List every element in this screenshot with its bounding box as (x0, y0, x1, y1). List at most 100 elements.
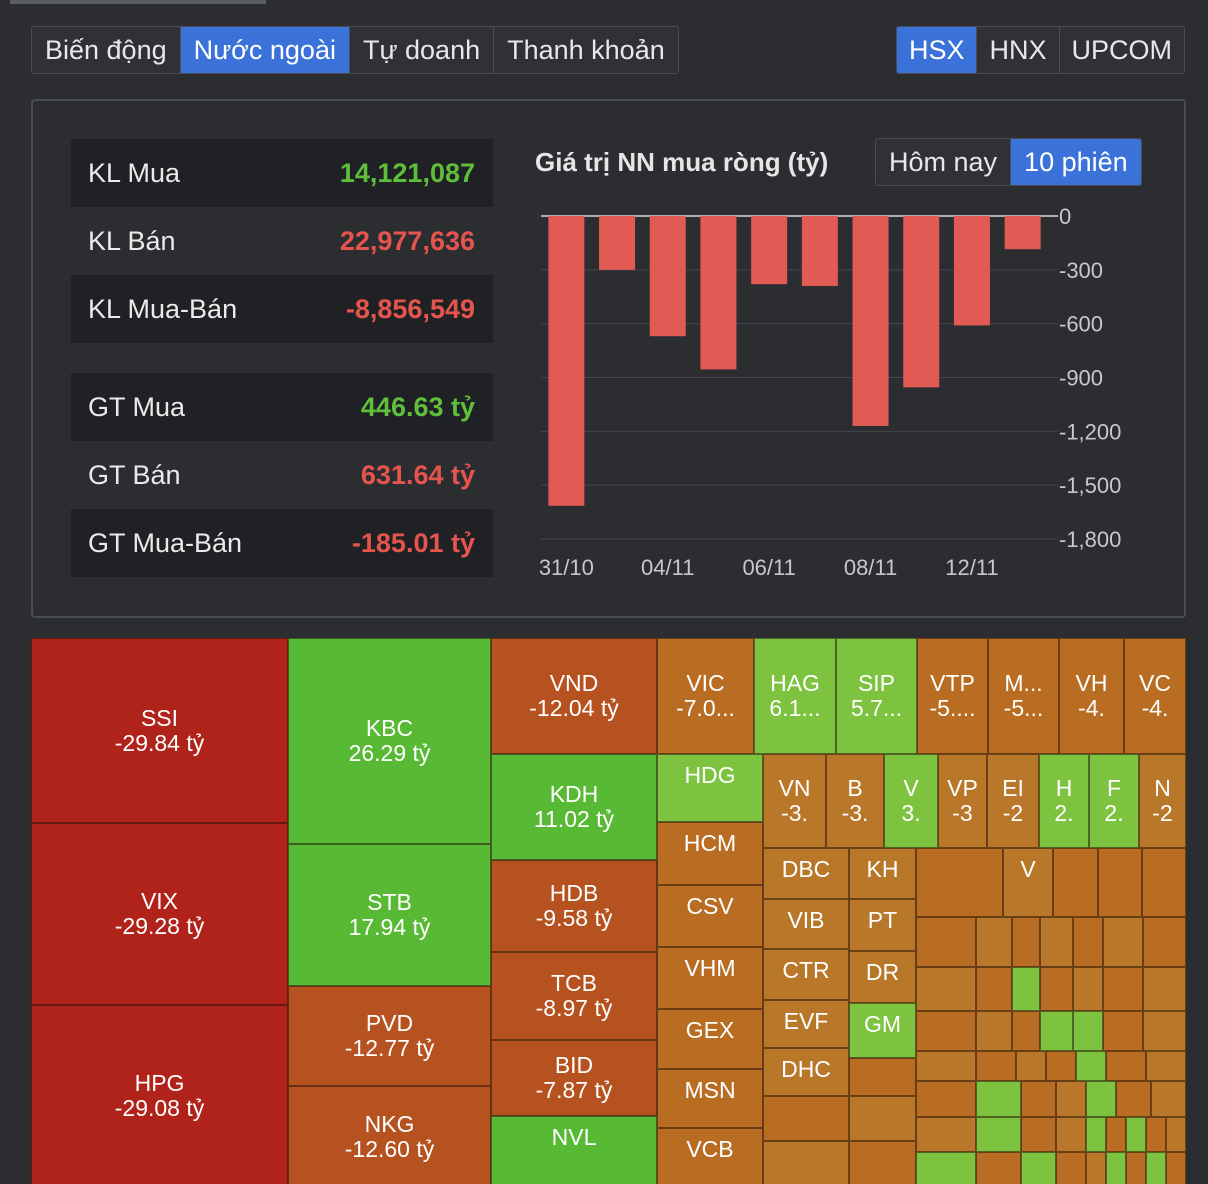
treemap-cell-ctr[interactable]: CTR (763, 949, 849, 1000)
treemap-cell-n[interactable]: N -2 (1139, 754, 1186, 848)
treemap-small-cell[interactable] (1040, 967, 1073, 1011)
treemap-cell-kdh[interactable]: KDH 11.02 tỷ (491, 754, 657, 860)
treemap-small-cell[interactable] (849, 1141, 916, 1184)
treemap-small-cell[interactable] (1016, 1051, 1046, 1081)
treemap-cell-dbc[interactable]: DBC (763, 848, 849, 899)
bar-11/11[interactable] (903, 216, 940, 388)
treemap-small-cell[interactable] (1103, 967, 1143, 1011)
treemap-small-cell[interactable] (1053, 848, 1098, 917)
treemap-small-cell[interactable] (1073, 917, 1103, 967)
treemap-small-cell[interactable] (1012, 1011, 1040, 1051)
treemap-small-cell[interactable] (1056, 1081, 1086, 1117)
treemap-small-cell[interactable] (1106, 1117, 1126, 1152)
bar-05/11[interactable] (700, 216, 737, 370)
tab-10-phien[interactable]: 10 phiên (1011, 139, 1141, 185)
treemap-cell-gm[interactable]: GM (849, 1003, 916, 1058)
treemap-small-cell[interactable] (916, 1081, 976, 1117)
treemap-small-cell[interactable] (1103, 1011, 1143, 1051)
treemap-small-cell[interactable] (1040, 917, 1073, 967)
treemap-small-cell[interactable] (1146, 1051, 1186, 1081)
treemap-small-cell[interactable] (1116, 1081, 1151, 1117)
bar-01/11[interactable] (599, 216, 636, 270)
treemap-small-cell[interactable] (1021, 1117, 1056, 1152)
treemap-small-cell[interactable] (1103, 917, 1143, 967)
treemap-cell-vnd[interactable]: VND -12.04 tỷ (491, 638, 657, 754)
treemap-small-cell[interactable] (1146, 1152, 1166, 1184)
treemap-small-cell[interactable] (763, 1141, 849, 1184)
treemap-small-cell[interactable] (849, 1096, 916, 1141)
treemap-cell-vn[interactable]: VN -3. (763, 754, 826, 848)
treemap-cell-hcm[interactable]: HCM (657, 822, 763, 885)
treemap-small-cell[interactable] (1143, 917, 1186, 967)
treemap-cell-vp[interactable]: VP -3 (938, 754, 987, 848)
treemap-cell-ei[interactable]: EI -2 (987, 754, 1039, 848)
treemap-cell-hdg[interactable]: HDG (657, 754, 763, 822)
treemap-small-cell[interactable] (1012, 967, 1040, 1011)
treemap-small-cell[interactable] (1146, 1117, 1166, 1152)
treemap-cell-gex[interactable]: GEX (657, 1009, 763, 1069)
tab-hnx[interactable]: HNX (977, 27, 1060, 73)
treemap-small-cell[interactable] (916, 1051, 976, 1081)
tab-tu-doanh[interactable]: Tự doanh (349, 27, 495, 73)
treemap-small-cell[interactable] (1021, 1152, 1056, 1184)
treemap-small-cell[interactable] (763, 1096, 849, 1141)
treemap-small-cell[interactable] (1046, 1051, 1076, 1081)
tab-hom-nay[interactable]: Hôm nay (876, 139, 1012, 185)
bar-12/11[interactable] (953, 216, 990, 326)
tab-bien-dong[interactable]: Biến động (32, 27, 181, 73)
treemap-cell-v[interactable]: V 3. (884, 754, 938, 848)
treemap-cell-tcb[interactable]: TCB -8.97 tỷ (491, 952, 657, 1040)
treemap-small-cell[interactable] (1143, 967, 1186, 1011)
treemap-small-cell[interactable] (1012, 917, 1040, 967)
treemap-cell-stb[interactable]: STB 17.94 tỷ (288, 844, 491, 986)
treemap-cell-vc[interactable]: VC -4. (1124, 638, 1186, 754)
treemap-cell-f[interactable]: F 2. (1089, 754, 1139, 848)
treemap-small-cell[interactable] (1126, 1117, 1146, 1152)
treemap-small-cell[interactable] (1142, 848, 1186, 917)
treemap-small-cell[interactable] (1166, 1152, 1186, 1184)
treemap-small-cell[interactable] (849, 1058, 916, 1096)
treemap-cell-m[interactable]: M... -5... (988, 638, 1059, 754)
treemap-small-cell[interactable] (1086, 1117, 1106, 1152)
treemap-small-cell[interactable] (1086, 1152, 1106, 1184)
treemap-cell-evf[interactable]: EVF (763, 1000, 849, 1048)
treemap-small-cell[interactable] (976, 1081, 1021, 1117)
treemap-cell-kh[interactable]: KH (849, 848, 916, 899)
treemap-cell-h[interactable]: H 2. (1039, 754, 1089, 848)
treemap-cell-nvl[interactable]: NVL (491, 1116, 657, 1184)
treemap-cell-vcb[interactable]: VCB (657, 1128, 763, 1184)
treemap-small-cell[interactable] (1143, 1011, 1186, 1051)
treemap-cell-dr[interactable]: DR (849, 951, 916, 1003)
treemap-small-cell[interactable] (976, 1152, 1021, 1184)
bar-08/11[interactable] (852, 216, 889, 426)
bar-06/11[interactable] (751, 216, 788, 285)
treemap-cell-pvd[interactable]: PVD -12.77 tỷ (288, 986, 491, 1086)
treemap-small-cell[interactable] (916, 1117, 976, 1152)
treemap-small-cell[interactable] (976, 967, 1012, 1011)
treemap-small-cell[interactable] (1166, 1117, 1186, 1152)
treemap-small-cell[interactable] (1056, 1117, 1086, 1152)
treemap-small-cell[interactable] (916, 848, 1003, 917)
treemap-cell-vhm[interactable]: VHM (657, 947, 763, 1009)
treemap-cell-bid[interactable]: BID -7.87 tỷ (491, 1040, 657, 1116)
treemap-cell-hdb[interactable]: HDB -9.58 tỷ (491, 860, 657, 952)
treemap-small-cell[interactable] (1106, 1152, 1126, 1184)
treemap-small-cell[interactable] (1056, 1152, 1086, 1184)
treemap-small-cell[interactable] (916, 917, 976, 967)
treemap-small-cell[interactable] (1076, 1051, 1106, 1081)
treemap-small-cell[interactable] (1126, 1152, 1146, 1184)
treemap-small-cell[interactable] (1073, 967, 1103, 1011)
treemap-cell-hag[interactable]: HAG 6.1... (754, 638, 836, 754)
treemap-small-cell[interactable] (1106, 1051, 1146, 1081)
bar-04/11[interactable] (649, 216, 686, 337)
treemap-small-cell[interactable] (1040, 1011, 1073, 1051)
treemap-cell-vtp[interactable]: VTP -5.... (917, 638, 988, 754)
treemap-cell-vh[interactable]: VH -4. (1059, 638, 1124, 754)
treemap-small-cell[interactable] (916, 967, 976, 1011)
tab-hsx[interactable]: HSX (896, 27, 978, 73)
treemap-small-cell[interactable] (1086, 1081, 1116, 1117)
treemap-small-cell[interactable] (976, 1051, 1016, 1081)
treemap-cell-vix[interactable]: VIX -29.28 tỷ (31, 823, 288, 1005)
treemap-small-cell[interactable] (916, 1152, 976, 1184)
tab-thanh-khoan[interactable]: Thanh khoản (494, 27, 678, 73)
